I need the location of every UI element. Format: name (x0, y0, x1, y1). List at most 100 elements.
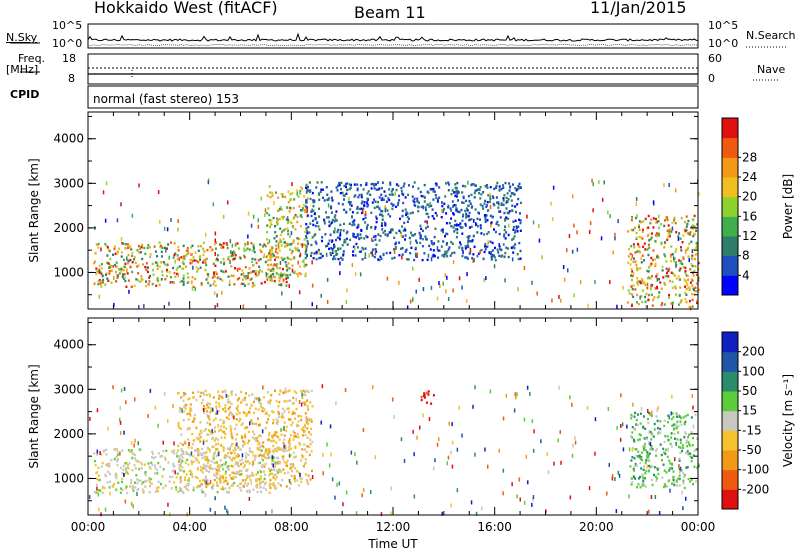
range-cell (648, 276, 650, 279)
range-cell (491, 249, 494, 252)
range-cell (694, 413, 697, 416)
range-cell (288, 210, 291, 213)
range-cell (401, 209, 404, 212)
colorbar-tick-label: 24 (742, 170, 757, 184)
range-cell (119, 466, 122, 470)
range-cell (192, 443, 194, 446)
range-cell (400, 233, 403, 238)
range-cell (514, 243, 517, 246)
range-cell (281, 193, 284, 196)
range-cell (677, 431, 680, 434)
range-cell (444, 273, 447, 278)
range-cell (429, 188, 432, 191)
range-cell (380, 193, 383, 196)
range-cell (262, 385, 264, 390)
range-cell (185, 452, 188, 455)
range-cell (254, 397, 257, 400)
range-cell (244, 482, 247, 485)
range-cell (267, 448, 270, 451)
range-cell (147, 270, 149, 274)
range-cell (467, 214, 470, 218)
range-cell (650, 293, 653, 296)
range-cell (381, 228, 384, 231)
range-cell (579, 280, 582, 285)
range-cell (627, 289, 630, 292)
y-tick-label: 3000 (53, 382, 84, 396)
range-cell (214, 467, 217, 470)
range-cell (205, 257, 208, 261)
range-cell (119, 268, 121, 271)
range-cell (267, 452, 270, 455)
range-cell (149, 253, 152, 256)
range-cell (373, 184, 376, 187)
range-cell (458, 191, 461, 194)
range-cell (214, 451, 216, 454)
range-cell (206, 433, 209, 436)
range-cell (659, 281, 662, 284)
range-cell (219, 476, 222, 479)
range-cell (429, 248, 432, 251)
range-cell (262, 245, 264, 248)
range-cell (282, 229, 285, 232)
range-cell (384, 221, 386, 226)
range-cell (375, 215, 378, 218)
range-cell (288, 487, 291, 490)
range-cell (185, 487, 188, 490)
range-cell (654, 239, 657, 243)
range-cell (403, 221, 406, 225)
range-cell (142, 491, 145, 494)
range-cell (311, 283, 314, 288)
range-cell (190, 446, 193, 450)
range-cell (638, 456, 641, 459)
range-cell (181, 280, 183, 283)
range-cell (296, 423, 299, 426)
range-cell (650, 275, 653, 278)
range-cell (343, 241, 346, 244)
range-cell (461, 226, 464, 229)
range-cell (179, 476, 182, 479)
range-cell (188, 441, 190, 446)
range-cell (405, 213, 407, 216)
range-cell (118, 247, 121, 250)
range-cell (413, 181, 416, 184)
range-cell (472, 234, 475, 237)
range-cell (230, 402, 233, 406)
range-cell (355, 236, 358, 239)
range-cell (175, 452, 178, 455)
range-cell (281, 258, 284, 262)
range-cell (390, 190, 393, 193)
range-cell (207, 433, 210, 436)
range-cell (221, 290, 223, 295)
range-cell (378, 187, 381, 190)
range-cell (690, 478, 693, 481)
range-cell (364, 221, 367, 224)
range-cell (105, 273, 107, 276)
range-cell (346, 230, 349, 233)
range-cell (269, 486, 272, 490)
range-cell (681, 241, 684, 244)
range-cell (297, 260, 299, 265)
range-cell (251, 471, 254, 475)
range-cell (114, 263, 117, 267)
range-cell (630, 477, 633, 480)
range-cell (200, 283, 203, 286)
range-cell (270, 252, 272, 257)
range-cell (197, 390, 200, 394)
range-cell (152, 273, 155, 276)
range-cell (123, 258, 125, 262)
range-cell (184, 476, 187, 479)
range-cell (300, 480, 303, 484)
colorbar-swatch (722, 196, 738, 217)
range-cell (229, 448, 231, 452)
range-cell (230, 444, 233, 448)
range-cell (455, 235, 458, 239)
range-cell (266, 211, 269, 215)
range-cell (213, 271, 215, 274)
range-cell (188, 470, 191, 473)
range-cell (675, 412, 678, 415)
range-cell (442, 230, 444, 234)
range-cell (633, 440, 636, 443)
range-cell (647, 417, 649, 421)
range-cell (351, 211, 354, 214)
range-cell (392, 397, 394, 402)
